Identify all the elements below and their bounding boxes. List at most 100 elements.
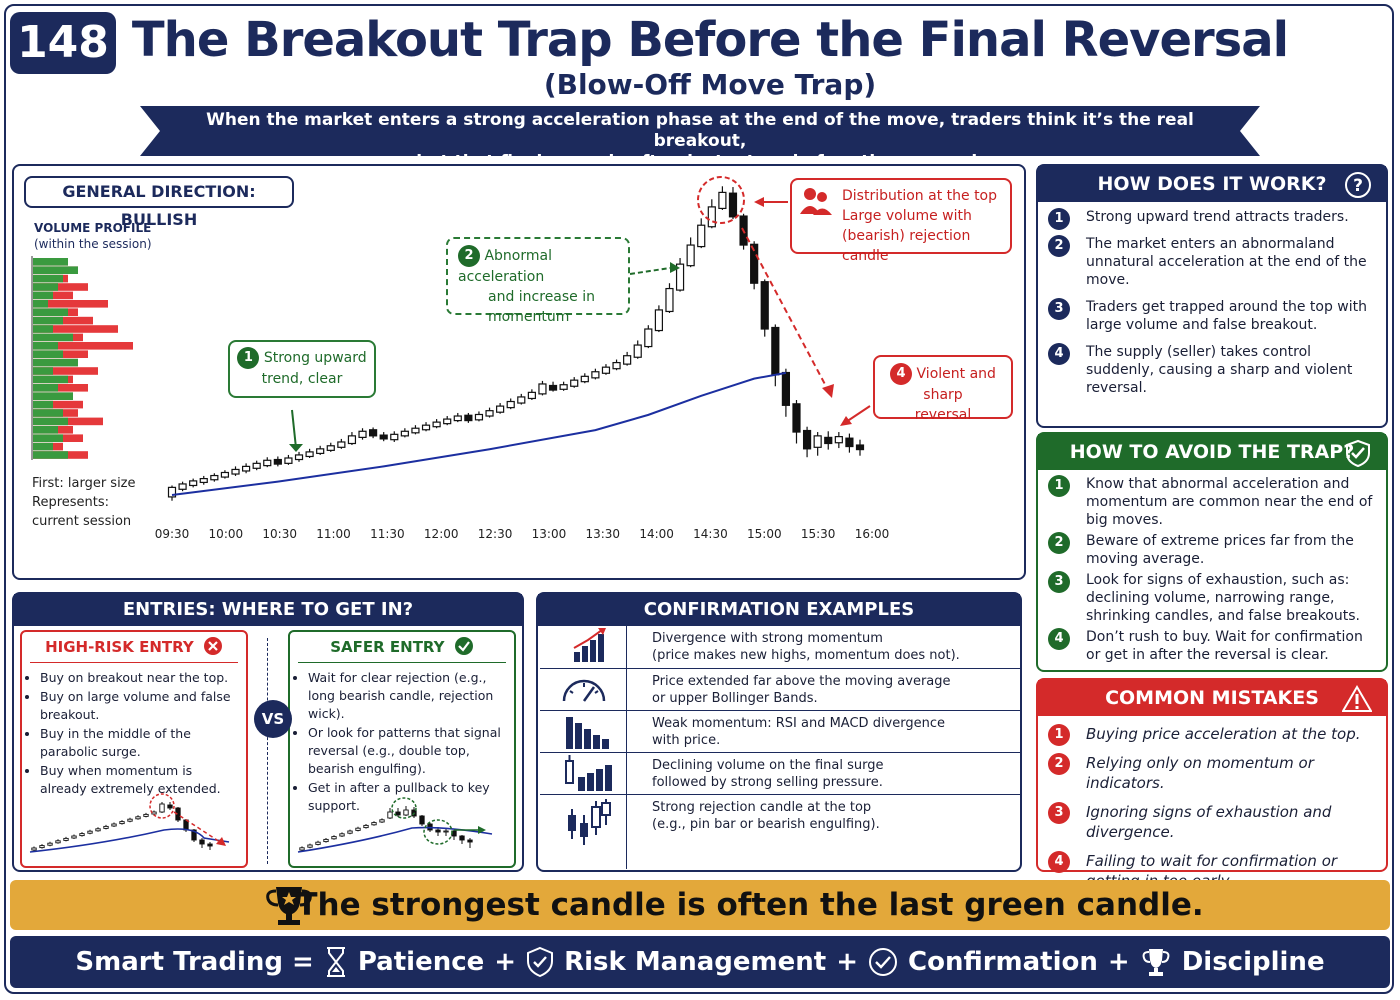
confirmation-line-1: Declining volume on the final surge [652,758,884,773]
mini-entry-arrowhead [478,826,486,834]
volume-profile-buy-bar [33,325,53,333]
item-number: 4 [1048,851,1070,873]
item-text: Relying only on momentum or indicators. [1086,754,1314,792]
bullish-candle [241,465,251,472]
volume-profile-buy-bar [33,384,58,392]
moving-average-line [171,371,787,497]
divergence-bars-icon [573,628,606,662]
item-text: Traders get trapped around the top with … [1086,299,1368,333]
key-quote-bar: The strongest candle is often the last g… [10,880,1390,930]
mini-bullish-candle [127,818,133,822]
confirmation-line-2: (e.g., pin bar or bearish engulfing). [652,817,880,832]
check-circle-icon [454,637,473,655]
x-tick-label: 14:30 [693,527,728,541]
volume-profile-sell-bar [33,325,118,333]
annotation-4-line-1: Violent and sharp [916,366,996,403]
smart-trading-formula-bar: Smart Trading = Patience + Risk Manageme… [10,936,1390,988]
bullish-candle [834,436,843,444]
bullish-candle [601,366,611,374]
how-it-works-panel: HOW DOES IT WORK? ? 1 Strong upward trend… [1036,164,1388,428]
bullish-candle [612,361,621,370]
bullish-candle [199,478,208,484]
annotation-2-box: 2 Abnormal acceleration and increase in … [446,237,630,325]
mini-candles [31,802,213,851]
formula-confirmation: Confirmation [908,947,1098,977]
list-item: 1 Strong upward trend attracts traders. [1048,208,1376,230]
confirmation-row: Declining volume on the final surge follo… [540,752,1020,795]
mini-bullish-candle [135,816,141,820]
bullish-candle [517,396,526,404]
mini-bullish-candle [95,828,101,832]
mini-bullish-candle [39,845,45,849]
mini-bullish-candle [363,824,369,829]
mini-bullish-candle [143,813,149,817]
high-risk-entry-box: HIGH-RISK ENTRY Buy on breakout near the… [20,630,248,868]
vp-note-line-1: First: larger size [32,476,136,491]
bullish-candle [337,441,346,448]
annotation-2-line-1: Abnormal acceleration [458,248,552,285]
bearish-candle [760,281,769,330]
safer-mini-chart [297,797,493,853]
list-item: Or look for patterns that signal reversa… [308,724,508,778]
mini-bullish-candle [79,833,85,837]
bullish-candle [432,421,441,428]
mini-drop-arrowhead [216,837,226,846]
mini-bullish-candle [355,827,361,831]
general-direction-label: GENERAL DIRECTION: BULLISH [24,176,294,229]
x-tick-label: 12:30 [478,527,513,541]
confirmation-row: Price extended far above the moving aver… [540,668,1020,711]
mini-bullish-candle [159,803,165,813]
item-text: Buying price acceleration at the top. [1086,725,1361,743]
x-circle-icon [203,637,222,655]
vs-badge: VS [254,700,292,738]
mini-bullish-candle [403,809,409,816]
x-tick-label: 16:00 [855,527,890,541]
common-mistakes-title: COMMON MISTAKES [1105,687,1319,709]
bullish-candle [421,424,431,431]
bullish-candle [644,328,653,348]
high-risk-mini-chart [29,793,230,853]
mini-bearish-candle [191,829,197,841]
item-text: The supply (seller) takes control sudden… [1086,344,1353,396]
item-text: Don’t rush to buy. Wait for confirmation… [1086,629,1363,663]
question-icon: ? [1345,172,1371,198]
bullish-candle [559,384,568,390]
list-item: Buy on breakout near the top. [40,669,240,687]
bullish-candle [167,486,177,498]
annotation-1-line-2: trend, clear [261,371,343,387]
bullish-candle [580,375,589,383]
volume-profile-heading: VOLUME PROFILE [34,221,152,235]
volume-profile-buy-bar [33,300,48,308]
bearish-candle [369,429,378,437]
confirmation-line-1: Weak momentum: RSI and MACD divergence [652,716,945,731]
mini-bullish-candle [443,830,449,833]
top-distribution-circle [697,176,745,224]
reversal-dashed-arrow [741,227,829,391]
x-tick-label: 15:00 [747,527,782,541]
bullish-candle [411,427,420,434]
bullish-candle [813,435,822,448]
item-number: 1 [1048,208,1070,230]
volume-profile-sell-bar [33,300,108,308]
volume-profile-buy-bar [33,342,58,350]
bullish-candle [358,430,367,438]
x-tick-label: 11:00 [316,527,351,541]
common-mistakes-panel: COMMON MISTAKES 1 Buying price accelerati… [1036,678,1388,890]
mini-bearish-candle [419,815,425,825]
x-tick-label: 12:00 [424,527,459,541]
annotation-1-line-1: Strong upward [263,350,367,366]
volume-profile-buy-bar [33,308,68,316]
item-text: The market enters an abnormaland unnatur… [1086,236,1367,288]
mini-bullish-candle [119,821,125,825]
item-number: 2 [1048,753,1070,775]
bullish-candle [697,224,706,248]
list-item: Get in after a pullback to key support. [308,779,508,815]
confirmation-panel: CONFIRMATION EXAMPLES Divergence with st… [536,592,1022,872]
mini-bearish-candle [199,839,205,845]
mini-bullish-candle [31,847,37,851]
bullish-candle [189,480,198,487]
x-tick-label: 15:30 [801,527,836,541]
volume-profile-buy-bar [33,350,63,358]
item-number: 4 [1048,628,1070,650]
bullish-candle [305,451,314,458]
